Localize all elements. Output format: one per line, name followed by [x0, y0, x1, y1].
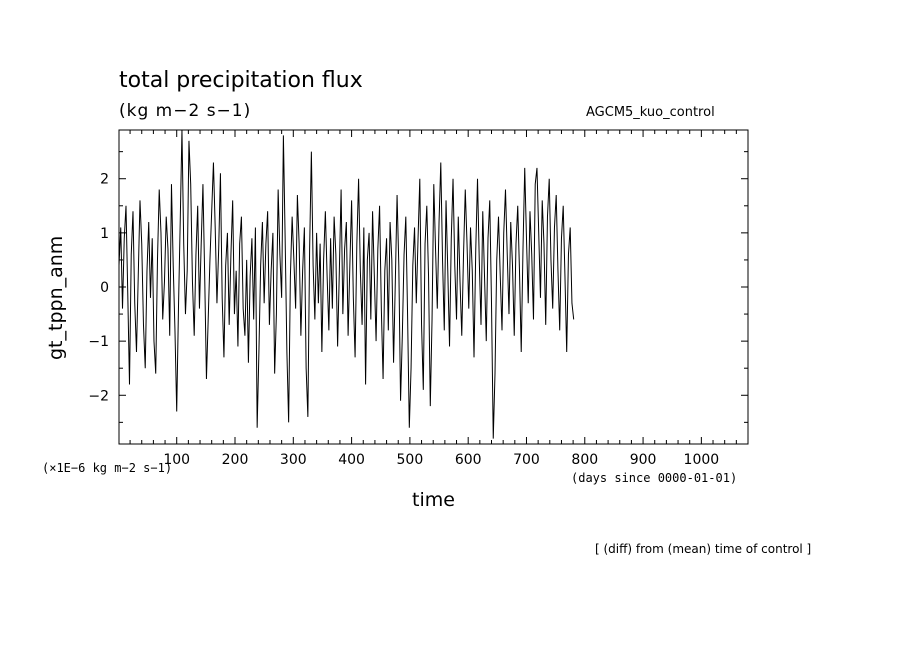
chart-title: total precipitation flux [119, 68, 363, 93]
x-tick-label: 500 [397, 452, 424, 468]
y-axis-label: gt_tppn_anm [45, 235, 67, 360]
x-axis-label: time [412, 489, 455, 511]
scale-note: (×1E−6 kg m−2 s−1) [42, 461, 173, 475]
x-tick-label: 100 [163, 452, 190, 468]
y-tick-label: 2 [100, 172, 109, 188]
y-tick-label: 1 [100, 226, 109, 242]
x-tick-label: 700 [513, 452, 540, 468]
x-tick-label: 800 [571, 452, 598, 468]
y-tick-label: −2 [88, 388, 109, 404]
x-tick-label: 300 [280, 452, 307, 468]
x-tick-label: 600 [455, 452, 482, 468]
time-axis-note: (days since 0000-01-01) [571, 471, 738, 485]
footnote: [ (diff) from (mean) time of control ] [595, 542, 812, 556]
experiment-label: AGCM5_kuo_control [586, 105, 715, 120]
series-line-gt-tppn-anm [118, 129, 575, 439]
x-tick-label: 200 [222, 452, 249, 468]
y-tick-label: −1 [88, 334, 109, 350]
x-tick-label: 1000 [684, 452, 720, 468]
x-tick-label: 400 [338, 452, 365, 468]
x-tick-label: 900 [630, 452, 657, 468]
y-tick-label: 0 [100, 280, 109, 296]
chart-units: (kg m−2 s−1) [119, 101, 252, 121]
